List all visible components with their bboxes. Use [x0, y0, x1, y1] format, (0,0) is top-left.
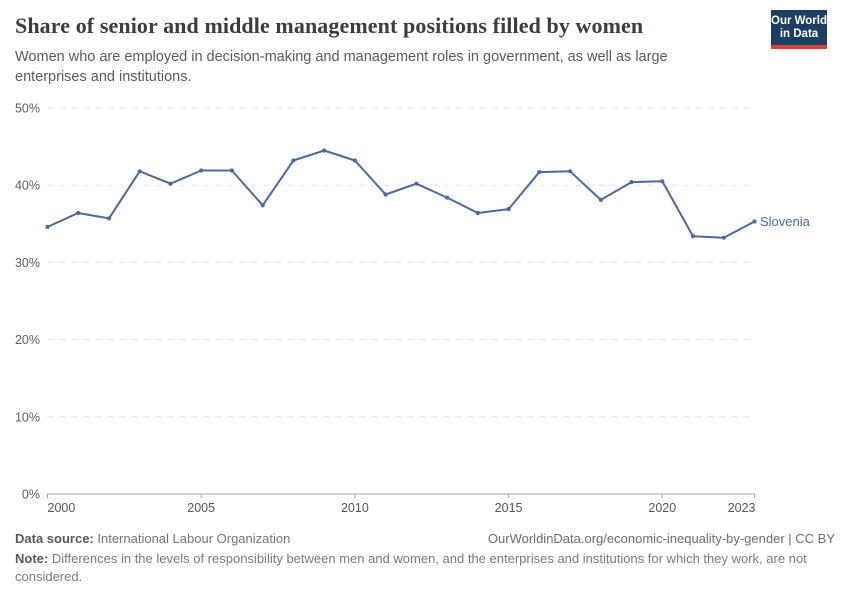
owid-logo-line1: Our World [771, 15, 828, 27]
data-point [106, 216, 112, 221]
y-axis-tick-label: 10% [15, 410, 40, 424]
data-point [660, 179, 665, 184]
y-axis-tick-label: 50% [15, 102, 40, 116]
x-axis-tick-label: 2005 [187, 501, 215, 515]
note-text: Differences in the levels of responsibil… [15, 551, 807, 584]
footer-source-row: Data source: International Labour Organi… [15, 531, 835, 546]
data-point [629, 180, 634, 185]
data-point [506, 207, 511, 212]
data-point [445, 195, 450, 200]
data-point [690, 234, 696, 239]
data-point [137, 169, 142, 174]
x-axis-tick-label: 2015 [495, 501, 523, 515]
data-point [383, 192, 388, 197]
data-point [322, 148, 327, 153]
data-point [752, 219, 757, 224]
data-point [352, 158, 357, 163]
data-point [260, 203, 265, 208]
y-axis-tick-label: 0% [22, 488, 40, 502]
x-axis-tick-label: 2010 [341, 501, 369, 515]
data-point [229, 168, 234, 173]
data-point [475, 210, 480, 216]
y-axis-tick-label: 20% [15, 333, 40, 347]
y-axis-tick-label: 40% [15, 179, 40, 193]
chart-note: Note: Differences in the levels of respo… [15, 550, 837, 586]
x-axis-tick-label: 2000 [48, 501, 76, 515]
data-source: Data source: International Labour Organi… [15, 531, 290, 546]
data-point [291, 158, 296, 163]
data-point [721, 235, 726, 240]
series-label-slovenia: Slovenia [760, 214, 811, 229]
data-source-value: International Labour Organization [97, 531, 291, 546]
data-source-label: Data source: [15, 531, 94, 546]
owid-logo-line2: in Data [779, 28, 819, 40]
y-axis-tick-label: 30% [15, 256, 40, 270]
owid-attribution-link[interactable]: OurWorldinData.org/economic-inequality-b… [487, 531, 835, 546]
data-point [45, 224, 50, 229]
note-label: Note: [15, 551, 49, 566]
data-point [199, 168, 204, 173]
data-point [414, 181, 419, 186]
data-point [568, 169, 573, 174]
page-title: Share of senior and middle management po… [15, 13, 644, 38]
data-point [598, 197, 603, 202]
data-point [537, 170, 542, 175]
x-axis-tick-label: 2023 [728, 501, 756, 515]
x-axis-tick-label: 2020 [648, 501, 676, 515]
data-point [168, 181, 173, 186]
series-line-slovenia [46, 149, 756, 239]
page-subtitle: Women who are employed in decision-makin… [15, 49, 668, 85]
owid-logo[interactable]: Our World in Data [771, 10, 827, 49]
data-point [76, 210, 81, 216]
